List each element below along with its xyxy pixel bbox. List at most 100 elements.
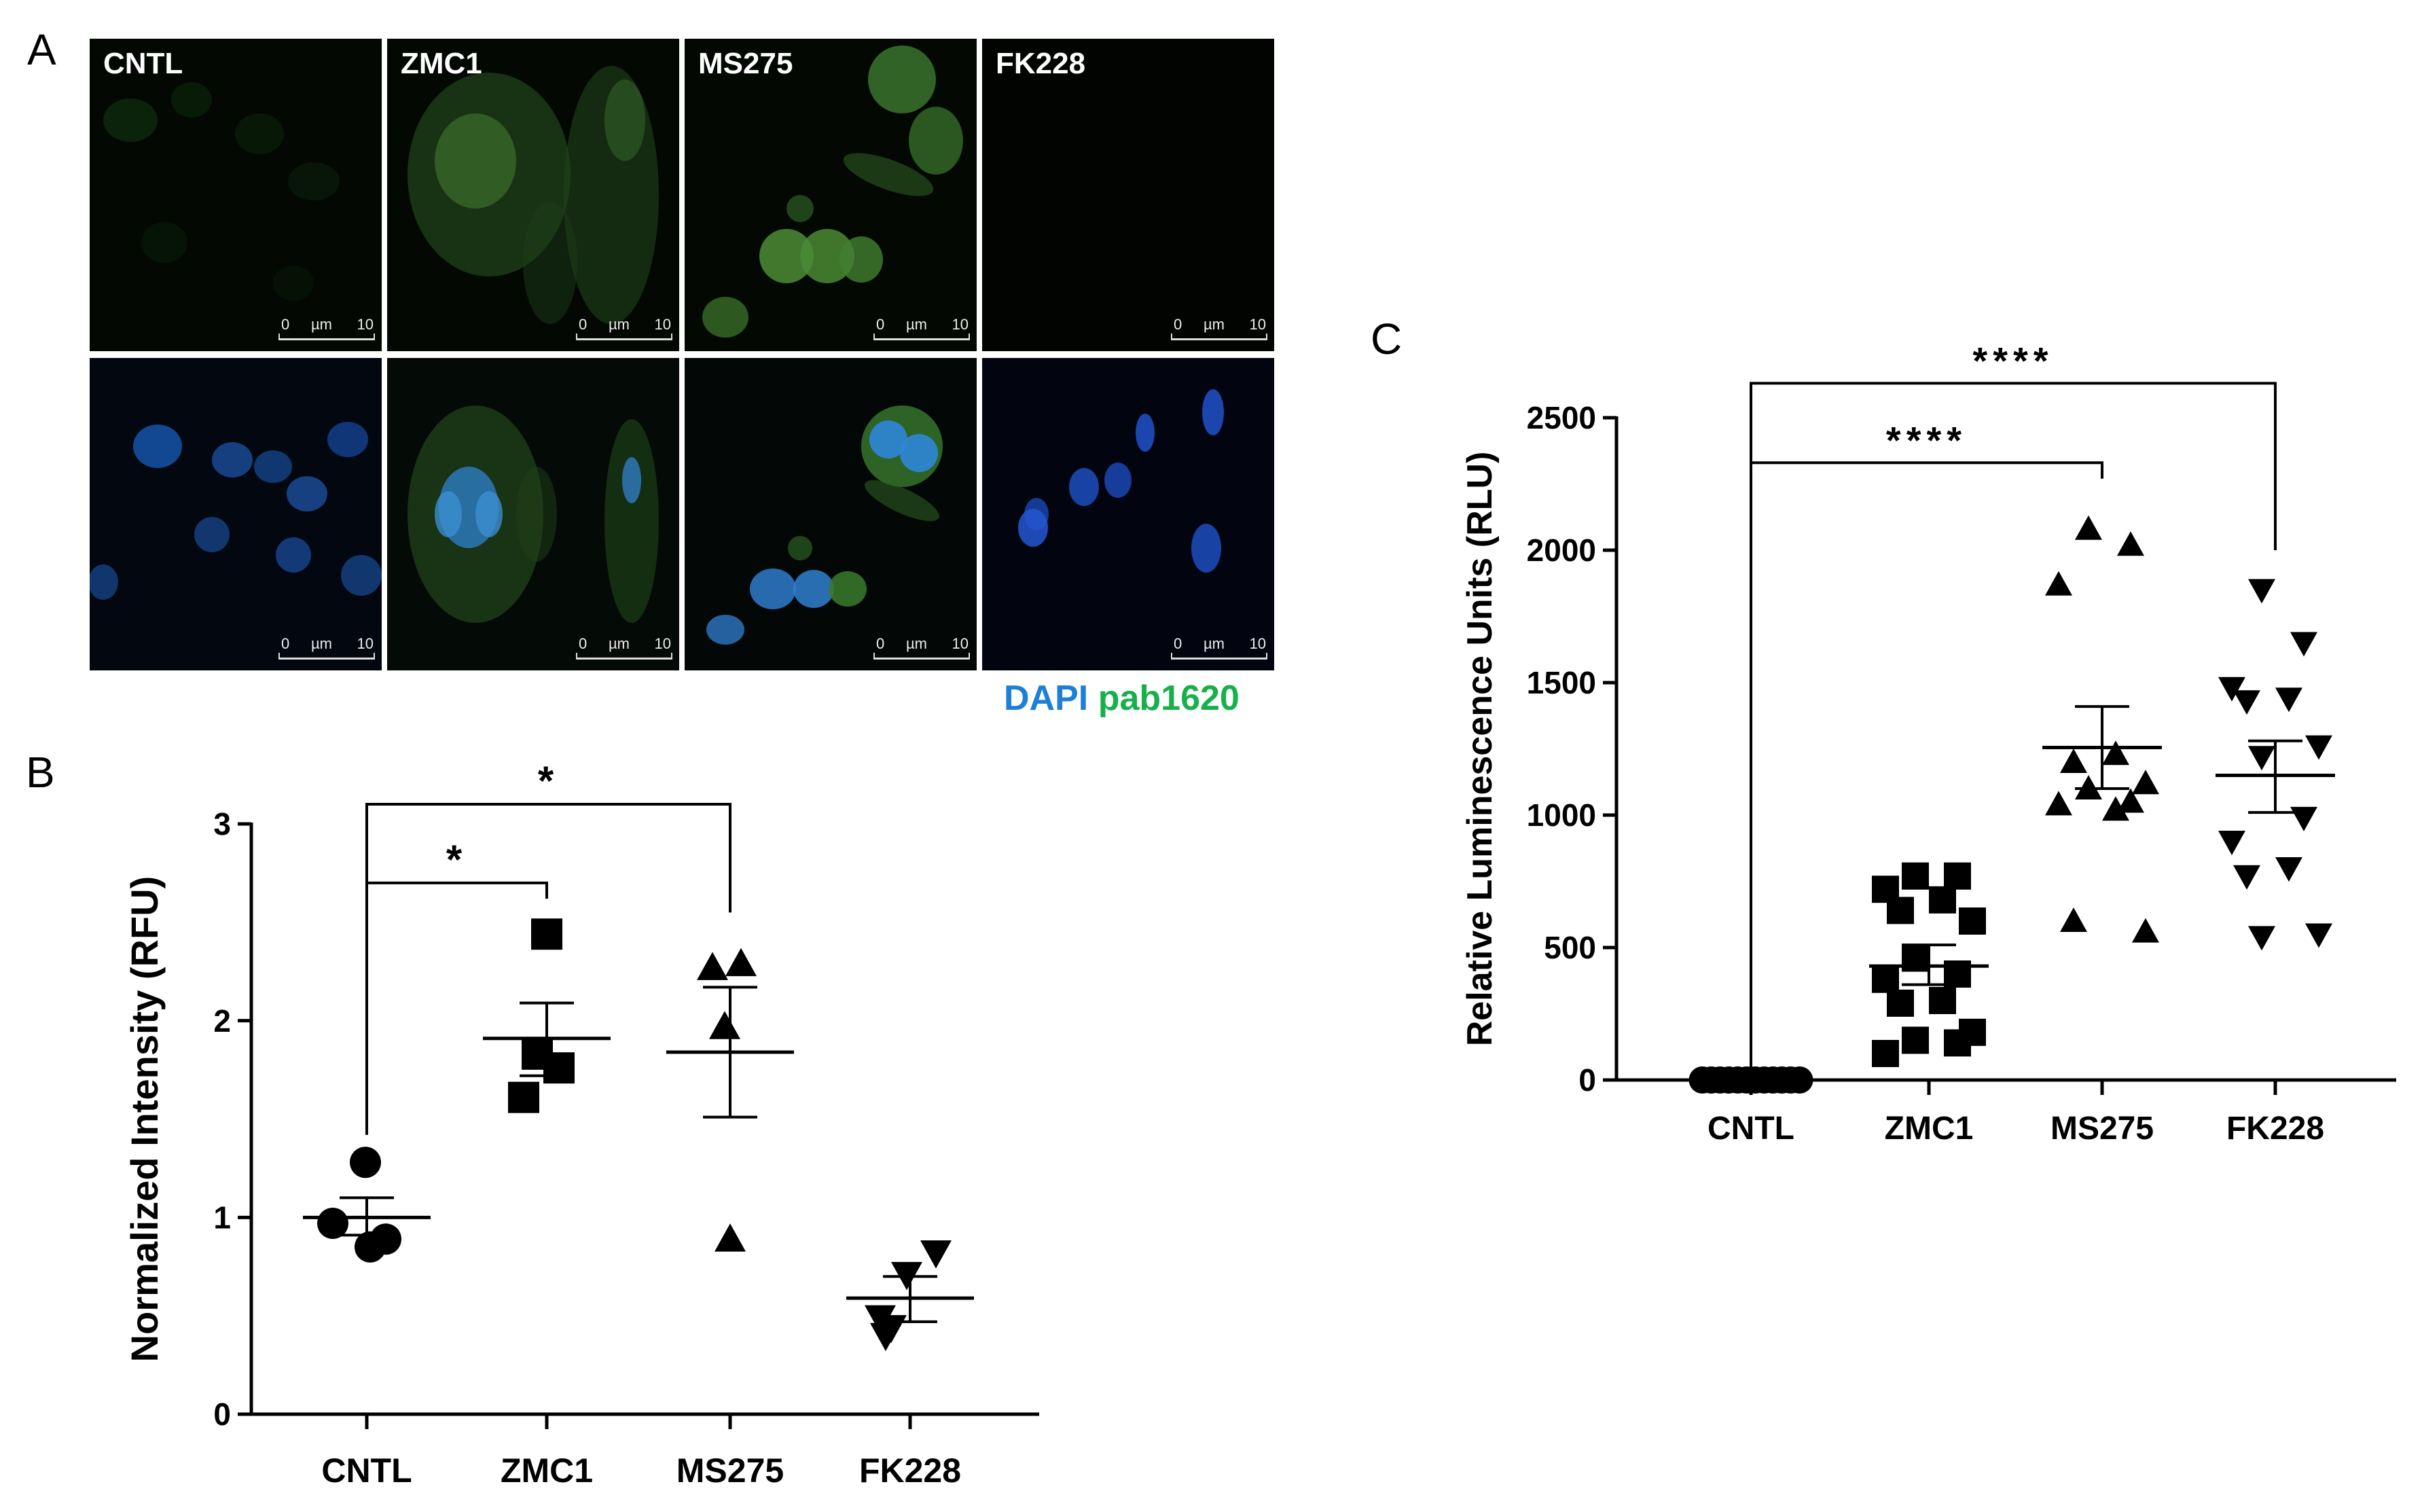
significance-bracket <box>365 803 731 1135</box>
data-point <box>725 948 757 977</box>
data-point <box>531 918 562 950</box>
y-tick-label: 1000 <box>1527 797 1596 833</box>
data-point <box>2117 531 2144 556</box>
data-point <box>2117 788 2144 813</box>
significance-bracket <box>1750 461 2103 1080</box>
x-tick-label: ZMC1 <box>501 1452 593 1490</box>
data-point <box>1944 862 1971 890</box>
y-tick-label: 2000 <box>1527 533 1596 568</box>
micrograph-label-fk228: FK228 <box>996 47 1086 80</box>
chart-b: 0 1 2 3 Normalized Intensity (RFU) CNTL ZMC1 MS… <box>123 758 1039 1490</box>
data-point <box>2060 907 2087 932</box>
scale-bar: 0 µm 10 <box>278 630 375 664</box>
micrograph-fk228-pab1620: FK228 <box>982 39 1274 351</box>
x-tick-label: ZMC1 <box>1885 1111 1974 1147</box>
micrograph-label-cntl: CNTL <box>103 47 183 80</box>
panel-c-letter: C <box>1371 314 1403 363</box>
data-point <box>920 1240 952 1269</box>
significance-bracket <box>1750 382 2277 1080</box>
micrograph-cntl-merge <box>90 358 382 670</box>
data-point <box>1887 897 1914 924</box>
y-tick-label: 0 <box>213 1397 231 1432</box>
legend-pab1620: pab1620 <box>1098 679 1240 718</box>
data-point <box>2290 632 2317 657</box>
y-axis-label: Relative Luminescence Units (RLU) <box>1460 452 1500 1047</box>
x-tick-label: CNTL <box>321 1452 412 1490</box>
data-point <box>1902 862 1929 890</box>
scale-bar: 0 µm 10 <box>576 630 672 664</box>
significance-label: * <box>538 758 559 804</box>
y-tick-label: 1 <box>213 1200 231 1235</box>
data-point <box>2060 749 2087 773</box>
y-tick-label: 3 <box>213 806 231 842</box>
data-point <box>2218 677 2245 702</box>
x-tick-label: MS275 <box>676 1452 784 1490</box>
scale-bar: 0 µm 10 <box>873 310 970 344</box>
data-point <box>1959 907 1986 935</box>
y-tick-label: 2 <box>213 1003 231 1039</box>
scale-bar: 0 µm 10 <box>873 630 970 664</box>
micrograph-fk228-merge <box>982 358 1274 670</box>
data-point <box>2075 515 2102 540</box>
data-point <box>1944 960 1971 988</box>
data-point <box>1929 987 1956 1014</box>
data-point <box>2102 796 2129 821</box>
data-point <box>2275 687 2302 713</box>
y-tick-label: 1500 <box>1527 665 1596 700</box>
y-tick-label: 2500 <box>1527 400 1596 435</box>
data-point <box>2045 571 2072 596</box>
data-point <box>2290 806 2317 831</box>
data-point <box>2305 735 2332 760</box>
chart-c: 0 500 1000 1500 2000 2500 Relative Luminescenc… <box>1460 339 2396 1147</box>
data-point <box>2218 831 2245 855</box>
data-point <box>1929 886 1956 914</box>
data-point <box>2305 923 2332 948</box>
data-point <box>317 1208 348 1240</box>
data-point <box>543 1052 575 1084</box>
data-point <box>508 1081 539 1113</box>
x-tick-label: MS275 <box>2050 1111 2154 1147</box>
data-point <box>1872 965 1899 993</box>
data-point <box>1786 1066 1813 1094</box>
data-point <box>350 1147 381 1178</box>
micrograph-zmc1-merge <box>387 358 679 670</box>
data-point <box>1872 1040 1899 1067</box>
significance-label: **** <box>1886 418 1967 461</box>
significance-label: * <box>446 837 467 882</box>
data-point <box>2045 791 2072 816</box>
data-point <box>1887 989 1914 1017</box>
data-point <box>709 1011 740 1039</box>
data-point <box>2233 690 2260 715</box>
data-point <box>875 1315 907 1344</box>
data-point <box>715 1223 746 1252</box>
scale-bar: 0 µm 10 <box>1171 630 1267 664</box>
micrograph-label-zmc1: ZMC1 <box>401 47 482 80</box>
micrograph-ms275-pab1620: MS275 <box>685 39 977 351</box>
data-point <box>2248 926 2275 951</box>
scale-bar: 0 µm 10 <box>576 310 672 344</box>
micrograph-cntl-pab1620: CNTL <box>90 39 382 351</box>
y-tick-label: 500 <box>1544 930 1596 965</box>
micrograph-label-ms275: MS275 <box>698 47 793 80</box>
x-tick-label: FK228 <box>2226 1111 2324 1147</box>
data-point <box>2248 746 2275 771</box>
data-point <box>2075 775 2102 799</box>
data-point <box>1944 1029 1971 1057</box>
data-point <box>2275 857 2302 882</box>
scale-bar: 0 µm 10 <box>278 310 375 344</box>
data-point <box>891 1261 922 1291</box>
micrograph-zmc1-pab1620: ZMC1 <box>387 39 679 351</box>
x-tick-label: CNTL <box>1707 1111 1794 1147</box>
data-point <box>2132 770 2159 795</box>
data-point <box>2132 918 2159 943</box>
micrograph-ms275-merge <box>685 358 977 670</box>
data-point <box>370 1223 401 1255</box>
data-point <box>697 952 728 980</box>
data-point <box>2233 865 2260 890</box>
data-point <box>1902 1026 1929 1054</box>
data-point <box>1902 944 1929 972</box>
panel-b-letter: B <box>26 748 55 797</box>
x-tick-label: FK228 <box>859 1452 961 1490</box>
micrograph-grid: CNTL ZMC1 MS275 FK228 <box>90 39 1274 673</box>
